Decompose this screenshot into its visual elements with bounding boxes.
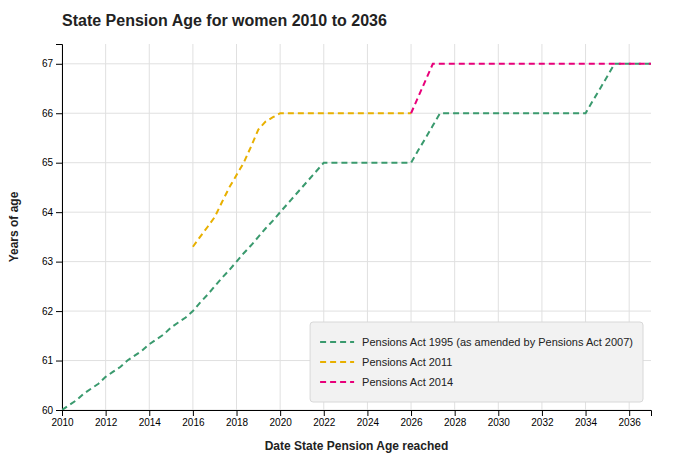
y-tick-mark — [56, 262, 62, 263]
x-tick: 2036 — [619, 410, 642, 428]
y-tick: 63 — [42, 256, 62, 267]
x-tick: 2030 — [488, 410, 511, 428]
chart-title: State Pension Age for women 2010 to 2036 — [62, 12, 387, 29]
y-axis-title: Years of age — [7, 191, 21, 262]
x-tick-label: 2010 — [51, 417, 74, 428]
x-tick-label: 2028 — [444, 417, 467, 428]
x-tick-label: 2034 — [575, 417, 598, 428]
x-tick: 2026 — [400, 410, 423, 428]
y-tick: 66 — [42, 108, 62, 119]
x-tick-label: 2032 — [531, 417, 554, 428]
plot-area — [62, 64, 651, 410]
x-grid-line — [105, 44, 106, 410]
series-line — [193, 113, 411, 247]
x-tick: 2020 — [270, 410, 293, 428]
x-tick-mark — [367, 410, 368, 416]
legend-label: Pensions Act 1995 (as amended by Pension… — [362, 336, 633, 348]
x-tick: 2016 — [182, 410, 205, 428]
y-tick-mark — [56, 212, 62, 213]
x-tick: 2032 — [531, 410, 554, 428]
x-tick-label: 2030 — [488, 417, 511, 428]
chart-container: 2010 2012 2014 2016 2018 2020 2022 2024 2026 2028… — [0, 0, 675, 462]
y-tick-label: 62 — [42, 306, 54, 317]
series-line — [62, 64, 651, 410]
x-axis-title: Date State Pension Age reached — [265, 439, 449, 453]
y-tick: 61 — [42, 355, 62, 366]
y-tick-label: 60 — [42, 405, 54, 416]
x-tick-label: 2020 — [270, 417, 293, 428]
y-tick: 64 — [42, 207, 62, 218]
x-tick-label: 2024 — [357, 417, 380, 428]
x-axis-line — [63, 411, 652, 417]
y-grid-line — [62, 113, 651, 114]
y-axis-line — [56, 45, 63, 411]
x-tick: 2012 — [95, 410, 118, 428]
x-tick-mark — [455, 410, 456, 416]
x-tick: 2028 — [444, 410, 467, 428]
series-line — [411, 64, 651, 113]
x-tick-mark — [280, 410, 281, 416]
grid — [62, 44, 651, 410]
y-tick-label: 64 — [42, 207, 54, 218]
x-tick: 2022 — [313, 410, 336, 428]
x-tick-mark — [498, 410, 499, 416]
x-tick-mark — [586, 410, 587, 416]
x-tick-label: 2026 — [400, 417, 423, 428]
y-tick-mark — [56, 113, 62, 114]
y-grid-line — [62, 311, 651, 312]
x-grid-line — [236, 44, 237, 410]
x-tick: 2034 — [575, 410, 598, 428]
x-tick: 2014 — [139, 410, 162, 428]
y-tick-mark — [56, 361, 62, 362]
y-tick-label: 65 — [42, 157, 54, 168]
x-tick-label: 2018 — [226, 417, 249, 428]
x-tick-mark — [106, 410, 107, 416]
legend-background — [310, 322, 643, 402]
x-tick-label: 2036 — [619, 417, 642, 428]
y-tick-label: 63 — [42, 256, 54, 267]
y-tick: 60 — [42, 405, 62, 416]
legend-swatch — [320, 381, 354, 383]
x-tick: 2018 — [226, 410, 249, 428]
x-tick-mark — [629, 410, 630, 416]
x-tick: 2024 — [357, 410, 380, 428]
y-grid-line — [62, 212, 651, 213]
x-tick-mark — [542, 410, 543, 416]
y-tick-mark — [56, 410, 62, 411]
x-tick-mark — [324, 410, 325, 416]
legend-swatch — [320, 361, 354, 363]
legend-label: Pensions Act 2011 — [362, 356, 452, 368]
y-tick-mark — [56, 64, 62, 65]
y-tick: 67 — [42, 58, 62, 69]
x-tick: 2010 — [51, 410, 74, 428]
y-tick: 65 — [42, 157, 62, 168]
legend-label: Pensions Act 2014 — [362, 376, 453, 388]
x-tick-label: 2016 — [182, 417, 205, 428]
x-grid-line — [280, 44, 281, 410]
legend: Pensions Act 1995 (as amended by Pension… — [310, 322, 643, 402]
x-axis: 2010 2012 2014 2016 2018 2020 2022 2024 2026 2028… — [51, 410, 651, 428]
x-tick-mark — [411, 410, 412, 416]
y-tick: 62 — [42, 306, 62, 317]
x-tick-mark — [149, 410, 150, 416]
y-tick-label: 66 — [42, 108, 54, 119]
chart-svg: 2010 2012 2014 2016 2018 2020 2022 2024 2026 2028… — [0, 0, 675, 462]
x-tick-label: 2022 — [313, 417, 336, 428]
x-tick-mark — [237, 410, 238, 416]
x-tick-label: 2014 — [139, 417, 162, 428]
y-axis: 60 61 62 63 64 65 66 67 — [42, 45, 63, 416]
y-tick-label: 61 — [42, 355, 54, 366]
x-grid-line — [149, 44, 150, 410]
y-grid-line — [62, 261, 651, 262]
legend-swatch — [320, 341, 354, 343]
y-tick-label: 67 — [42, 58, 54, 69]
y-tick-mark — [56, 163, 62, 164]
y-tick-mark — [56, 311, 62, 312]
x-tick-label: 2012 — [95, 417, 118, 428]
x-tick-mark — [193, 410, 194, 416]
x-grid-line — [192, 44, 193, 410]
